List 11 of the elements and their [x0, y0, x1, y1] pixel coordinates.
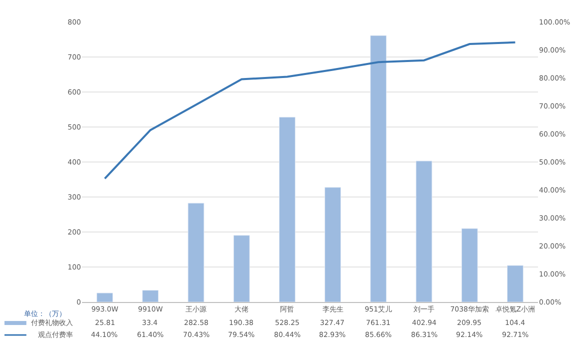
bar — [416, 160, 432, 302]
bar — [96, 292, 114, 302]
bar — [233, 235, 250, 302]
bar — [142, 290, 159, 302]
bar — [461, 228, 478, 302]
bar — [188, 202, 204, 302]
bar — [324, 187, 342, 302]
bar — [370, 35, 387, 302]
bar — [506, 265, 524, 302]
bar — [278, 116, 296, 302]
line-series — [104, 41, 516, 180]
